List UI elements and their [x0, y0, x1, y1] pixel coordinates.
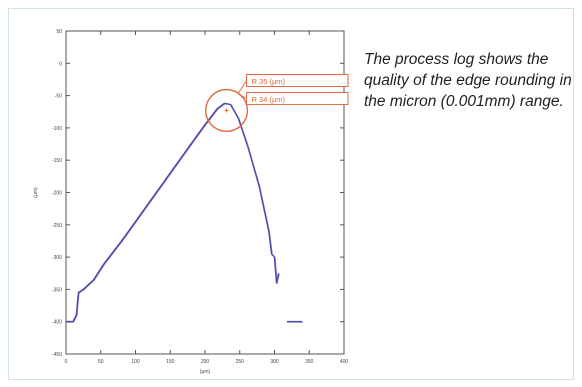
x-tick-label: 200 — [201, 359, 210, 365]
profile-line-overlay — [66, 103, 280, 323]
x-tick-label: 0 — [65, 359, 68, 365]
y-tick-label: -100 — [52, 126, 62, 132]
caption-text: The process log shows the quality of the… — [364, 51, 572, 110]
x-tick-label: 350 — [305, 359, 314, 365]
radius-label: R 35 (μm) — [252, 77, 286, 86]
y-tick-label: -50 — [55, 94, 62, 100]
radius-leader-line — [237, 93, 247, 99]
y-tick-label: 50 — [56, 29, 62, 35]
y-tick-label: -400 — [52, 320, 62, 326]
y-tick-label: -300 — [52, 255, 62, 261]
y-tick-label: 0 — [59, 61, 62, 67]
x-tick-label: 50 — [98, 359, 104, 365]
y-axis-label: (μm) — [33, 187, 39, 198]
chart-svg: 0 50 100 150 200 250 300 350 400 50 0 -50 -100 -150 -2… — [33, 29, 349, 375]
edge-rounding-chart: 0 50 100 150 200 250 300 350 400 50 0 -50 -100 -150 -2… — [19, 19, 349, 375]
content-card: 0 50 100 150 200 250 300 350 400 50 0 -50 -100 -150 -2… — [8, 8, 574, 380]
y-tick-label: -450 — [52, 352, 62, 358]
radius-circle — [204, 88, 249, 133]
x-tick-label: 150 — [166, 359, 175, 365]
radius-leader-line — [237, 80, 247, 95]
radius-label: R 34 (μm) — [252, 95, 286, 104]
x-tick-label: 100 — [131, 359, 140, 365]
y-tick-label: -150 — [52, 158, 62, 164]
y-tick-label: -350 — [52, 287, 62, 293]
x-axis-label: (μm) — [200, 369, 211, 374]
profile-line — [66, 102, 280, 323]
x-tick-label: 400 — [340, 359, 349, 365]
x-tick-label: 250 — [236, 359, 245, 365]
x-tick-label: 300 — [270, 359, 279, 365]
y-tick-label: -200 — [52, 191, 62, 197]
y-tick-label: -250 — [52, 223, 62, 229]
